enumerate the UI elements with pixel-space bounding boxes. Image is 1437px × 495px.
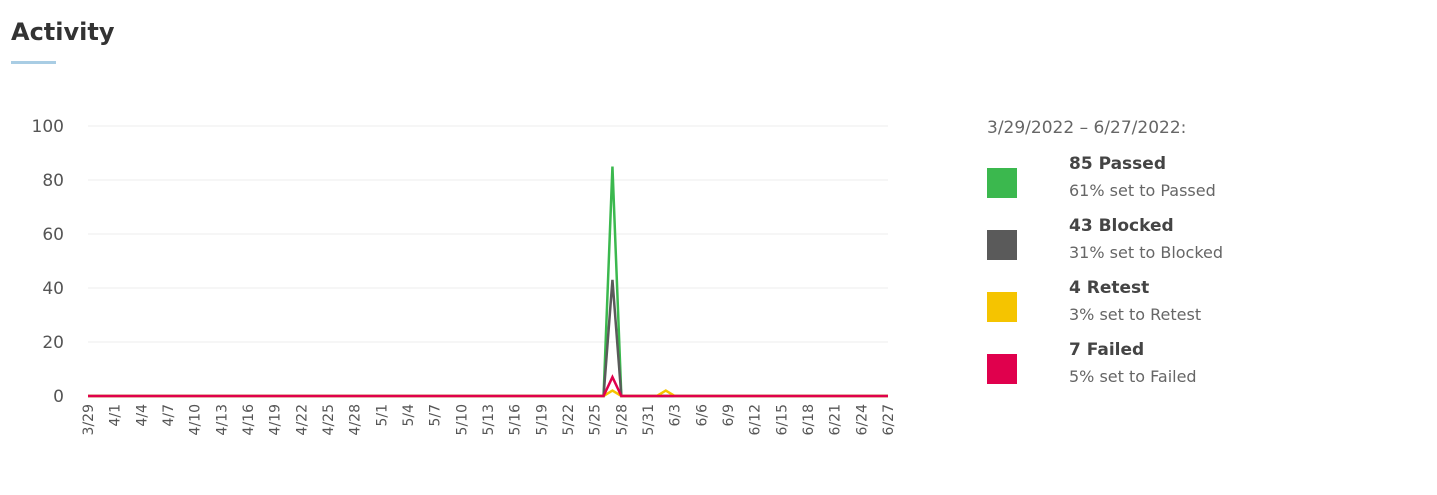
x-tick-label: 6/24 — [854, 404, 870, 436]
x-tick-label: 4/7 — [161, 404, 177, 427]
legend-failed-count: 7 Failed — [1069, 340, 1145, 360]
y-tick-label: 40 — [42, 279, 64, 299]
x-tick-label: 4/16 — [241, 404, 257, 436]
x-tick-label: 6/27 — [881, 404, 897, 435]
x-tick-label: 5/28 — [614, 404, 630, 435]
legend-item-failed: 7 Failed 5% set to Failed — [987, 340, 1197, 408]
x-tick-label: 4/1 — [108, 404, 124, 427]
x-tick-label: 5/25 — [588, 404, 604, 435]
series-line-failed — [88, 374, 888, 398]
title-underline — [11, 61, 56, 64]
x-tick-label: 5/13 — [481, 404, 497, 435]
x-tick-label: 5/31 — [641, 404, 657, 435]
legend-item-retest: 4 Retest 3% set to Retest — [987, 278, 1201, 346]
x-tick-label: 5/10 — [454, 404, 470, 435]
x-tick-label: 5/4 — [401, 404, 417, 427]
x-tick-label: 4/22 — [294, 404, 310, 435]
x-tick-label: 4/4 — [134, 404, 150, 427]
legend-passed-percent: 61% set to Passed — [1069, 181, 1216, 200]
x-tick-label: 6/9 — [721, 404, 737, 427]
x-tick-label: 4/28 — [348, 404, 364, 435]
retest-swatch — [987, 292, 1017, 322]
failed-swatch — [987, 354, 1017, 384]
activity-line-chart: 0 20 40 60 80 100 3/29 4/1 4/4 4/7 4/10 4/13 4/16 4/… — [32, 117, 897, 436]
x-tick-label: 6/6 — [694, 404, 710, 427]
y-tick-label: 60 — [42, 225, 64, 245]
x-tick-label: 6/21 — [828, 404, 844, 435]
x-tick-label: 4/10 — [188, 404, 204, 435]
legend-blocked-count: 43 Blocked — [1069, 216, 1174, 236]
y-tick-label: 80 — [42, 171, 64, 191]
x-tick-label: 5/22 — [561, 404, 577, 435]
x-tick-label: 5/19 — [534, 404, 550, 435]
chart-legend: 3/29/2022 – 6/27/2022: 85 Passed 61% set… — [987, 118, 1223, 408]
x-tick-label: 6/18 — [801, 404, 817, 435]
y-tick-label: 100 — [32, 117, 64, 137]
legend-passed-count: 85 Passed — [1069, 154, 1166, 174]
x-tick-label: 6/15 — [774, 404, 790, 435]
legend-item-blocked: 43 Blocked 31% set to Blocked — [987, 216, 1223, 284]
x-tick-label: 6/3 — [668, 404, 684, 427]
legend-failed-percent: 5% set to Failed — [1069, 367, 1197, 386]
y-tick-label: 20 — [42, 333, 64, 353]
passed-swatch — [987, 168, 1017, 198]
x-tick-label: 5/1 — [374, 404, 390, 427]
legend-date-range: 3/29/2022 – 6/27/2022: — [987, 118, 1187, 138]
x-tick-label: 5/7 — [428, 404, 444, 427]
x-tick-label: 6/12 — [748, 404, 764, 435]
legend-item-passed: 85 Passed 61% set to Passed — [987, 154, 1216, 222]
x-tick-label: 4/13 — [214, 404, 230, 435]
series-line-passed — [88, 166, 888, 398]
page-title: Activity — [11, 18, 115, 46]
x-tick-label: 5/16 — [508, 404, 524, 436]
legend-retest-percent: 3% set to Retest — [1069, 305, 1202, 324]
x-tick-label: 4/25 — [321, 404, 337, 435]
legend-blocked-percent: 31% set to Blocked — [1069, 243, 1224, 262]
x-tick-label: 4/19 — [268, 404, 284, 435]
legend-retest-count: 4 Retest — [1069, 278, 1150, 298]
x-tick-label: 3/29 — [81, 404, 97, 435]
series-line-blocked — [88, 279, 888, 398]
blocked-swatch — [987, 230, 1017, 260]
y-tick-label: 0 — [53, 387, 64, 407]
